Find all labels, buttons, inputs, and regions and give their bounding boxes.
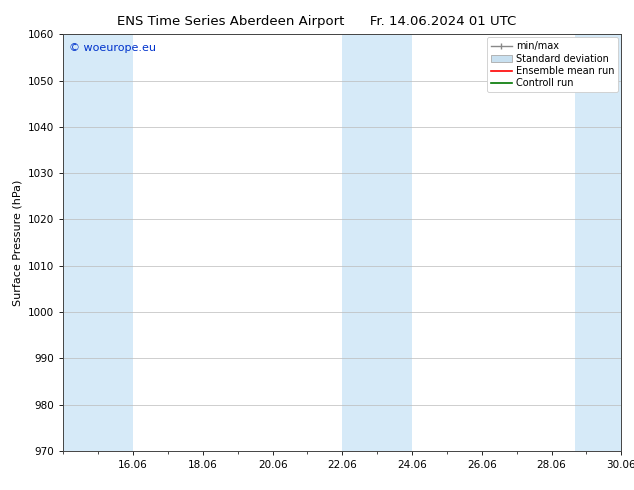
Bar [575, 34, 621, 451]
Y-axis label: Surface Pressure (hPa): Surface Pressure (hPa) [13, 179, 23, 306]
Text: ENS Time Series Aberdeen Airport      Fr. 14.06.2024 01 UTC: ENS Time Series Aberdeen Airport Fr. 14.… [117, 15, 517, 28]
Bar [342, 34, 412, 451]
Text: © woeurope.eu: © woeurope.eu [69, 43, 156, 52]
Bar [63, 34, 133, 451]
Legend: min/max, Standard deviation, Ensemble mean run, Controll run: min/max, Standard deviation, Ensemble me… [487, 37, 618, 92]
